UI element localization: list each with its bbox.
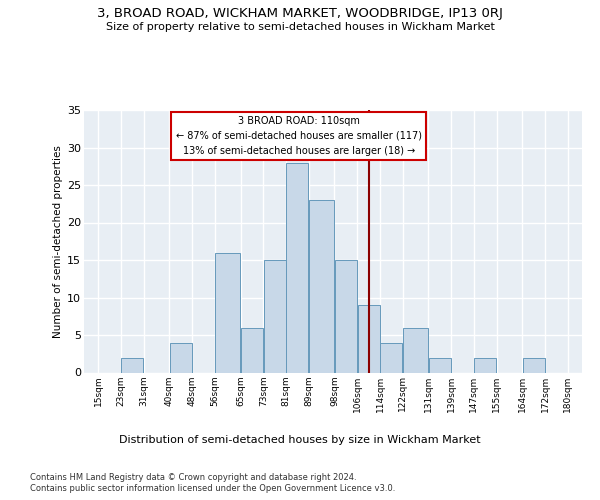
Text: Contains public sector information licensed under the Open Government Licence v3: Contains public sector information licen… xyxy=(30,484,395,493)
Bar xyxy=(474,358,496,372)
Text: 3 BROAD ROAD: 110sqm
← 87% of semi-detached houses are smaller (117)
13% of semi: 3 BROAD ROAD: 110sqm ← 87% of semi-detac… xyxy=(176,116,422,156)
Text: Distribution of semi-detached houses by size in Wickham Market: Distribution of semi-detached houses by … xyxy=(119,435,481,445)
Bar xyxy=(170,342,192,372)
Bar xyxy=(358,305,380,372)
Text: Size of property relative to semi-detached houses in Wickham Market: Size of property relative to semi-detach… xyxy=(106,22,494,32)
Bar xyxy=(380,342,403,372)
Y-axis label: Number of semi-detached properties: Number of semi-detached properties xyxy=(53,145,63,338)
Bar xyxy=(309,200,334,372)
Bar xyxy=(263,260,286,372)
Text: 3, BROAD ROAD, WICKHAM MARKET, WOODBRIDGE, IP13 0RJ: 3, BROAD ROAD, WICKHAM MARKET, WOODBRIDG… xyxy=(97,8,503,20)
Bar xyxy=(286,162,308,372)
Bar xyxy=(241,328,263,372)
Bar xyxy=(403,328,428,372)
Bar xyxy=(523,358,545,372)
Bar xyxy=(335,260,357,372)
Text: Contains HM Land Registry data © Crown copyright and database right 2024.: Contains HM Land Registry data © Crown c… xyxy=(30,472,356,482)
Bar xyxy=(121,358,143,372)
Bar xyxy=(428,358,451,372)
Bar xyxy=(215,252,240,372)
